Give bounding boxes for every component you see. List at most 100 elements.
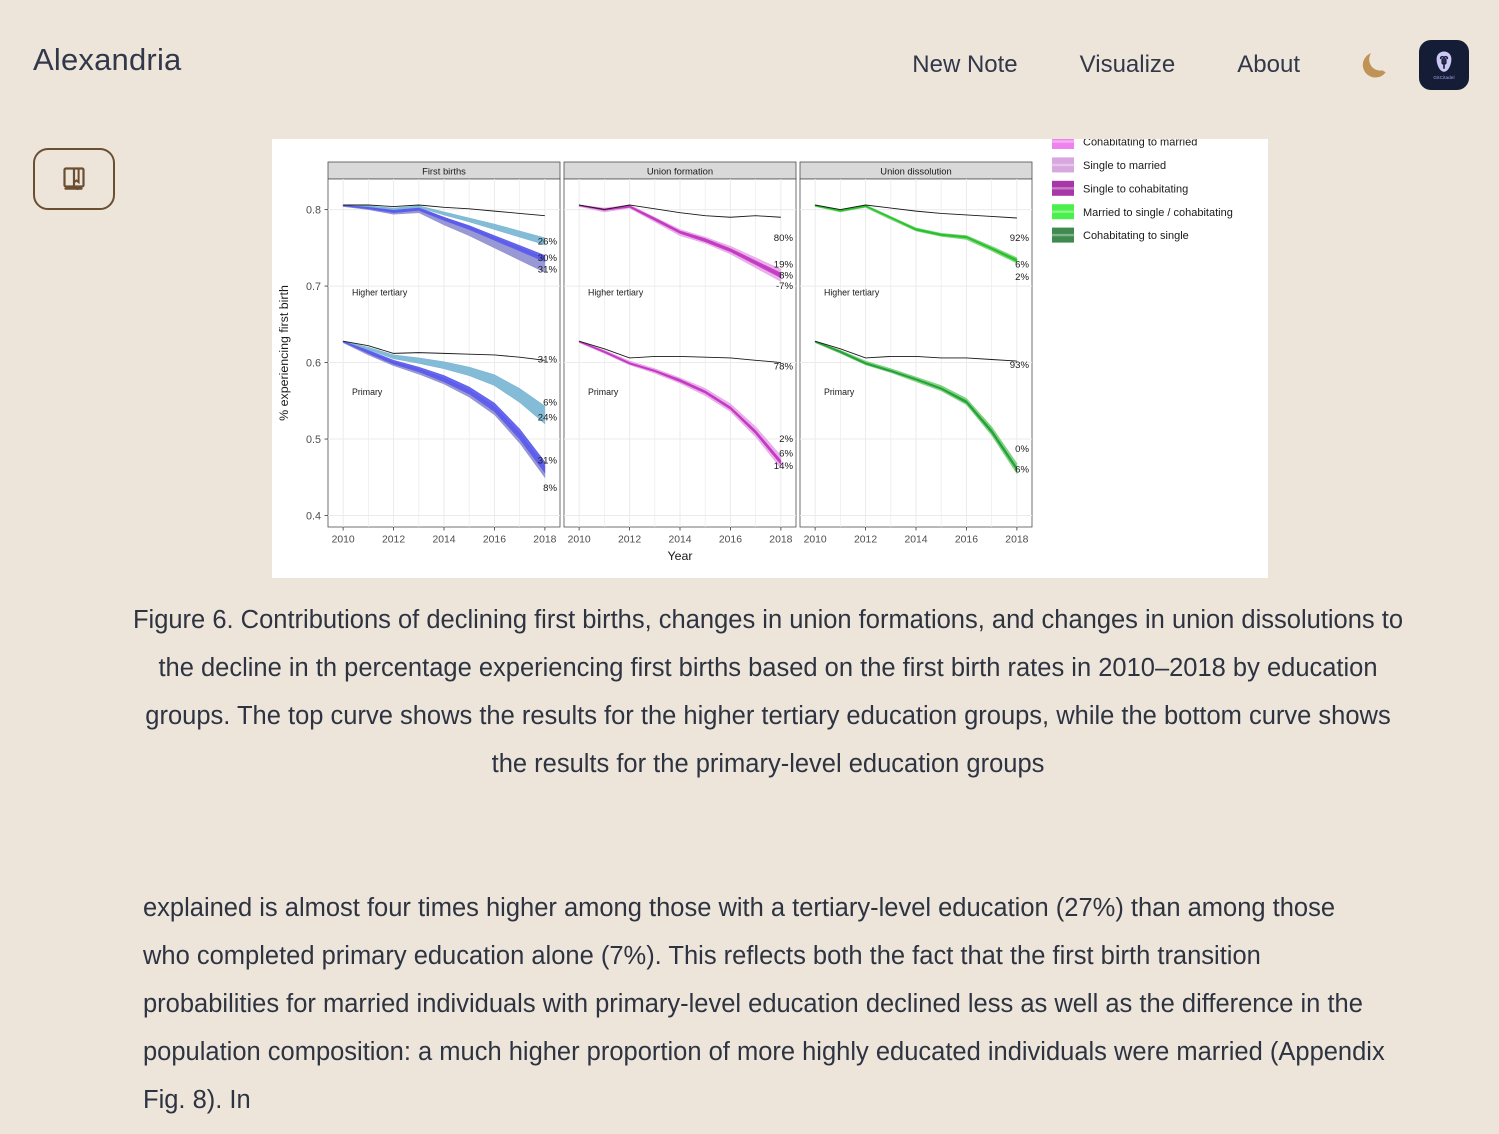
group-label: Higher tertiary: [588, 288, 644, 298]
band-center-line: [578, 340, 782, 463]
x-tick-label: 2016: [719, 535, 742, 546]
band-mid: [342, 340, 546, 474]
band-outer: [578, 204, 782, 282]
value-label: 24%: [538, 413, 558, 424]
x-tick-label: 2014: [432, 535, 455, 546]
value-label: 6%: [543, 397, 557, 408]
x-tick-label: 2018: [533, 535, 556, 546]
value-label: 93%: [1010, 360, 1030, 371]
series-primary: Primary 31% 6% 24% 31% 8%: [342, 340, 558, 494]
x-tick-label: 2018: [769, 535, 792, 546]
toggle-reader-sidebar-button[interactable]: [33, 148, 115, 210]
band-outer: [578, 340, 782, 469]
y-tick-label: 0.5: [306, 434, 321, 446]
value-label: 30%: [538, 253, 558, 264]
logo-label: GitCitadel: [1433, 75, 1455, 81]
value-label: 31%: [538, 455, 558, 466]
reference-line: [343, 204, 545, 217]
y-tick-label: 0.4: [306, 510, 321, 522]
theme-toggle-button[interactable]: [1349, 42, 1401, 88]
band-center-line: [814, 204, 1018, 262]
citadel-hood-icon: [1436, 51, 1452, 73]
band-mid: [578, 340, 782, 466]
x-tick-label: 2010: [804, 535, 827, 546]
legend-swatch: [1052, 180, 1074, 196]
nav-new-note[interactable]: New Note: [912, 51, 1018, 78]
x-tick-label: 2012: [382, 535, 405, 546]
x-tick-label: 2016: [955, 535, 978, 546]
group-label: Primary: [352, 387, 383, 397]
band-outer: [814, 204, 1018, 264]
main-nav: New Note Visualize About GitCitadel: [881, 40, 1469, 90]
value-label: 6%: [1015, 260, 1029, 271]
x-tick-label: 2010: [332, 535, 355, 546]
value-label: 92%: [1010, 233, 1030, 244]
value-label: 0%: [1015, 444, 1029, 455]
legend-label: Single to married: [1083, 160, 1166, 172]
value-label: 6%: [779, 449, 793, 460]
group-label: Higher tertiary: [352, 288, 408, 298]
x-tick-label: 2010: [568, 535, 591, 546]
body-paragraph: explained is almost four times higher am…: [143, 894, 1385, 1114]
series-primary: Primary 93% 0% 6%: [814, 340, 1030, 476]
page-title: Alexandria: [33, 42, 182, 77]
reference-line: [578, 340, 781, 364]
value-label: 6%: [1015, 465, 1029, 476]
band-inner: [343, 340, 546, 425]
group-label: Higher tertiary: [824, 288, 880, 298]
value-label: 14%: [774, 461, 794, 472]
legend-swatch: [1052, 157, 1074, 173]
reference-line: [815, 204, 1017, 219]
band-center-line: [343, 204, 546, 260]
svg-text:Union dissolution: Union dissolution: [880, 166, 951, 177]
band-inner: [343, 204, 546, 246]
band-center-line: [579, 204, 782, 276]
group-label: Primary: [588, 387, 619, 397]
value-label: 80%: [774, 233, 794, 244]
svg-text:First births: First births: [422, 166, 466, 177]
chart-legend: Cohabitating to married Single to married…: [1052, 139, 1233, 243]
reference-line: [343, 340, 545, 361]
panel-union-formation: Union formation Higher tertiary 80% 19%8%-7…: [563, 161, 797, 528]
x-axis-title: Year: [667, 549, 692, 563]
x-tick-label: 2014: [904, 535, 927, 546]
value-label: 2%: [1015, 272, 1029, 283]
series-tertiary: Higher tertiary 92% 6%2%: [814, 204, 1030, 298]
x-tick-label: 2012: [618, 535, 641, 546]
value-label: 8%: [543, 483, 557, 494]
moon-icon: [1362, 53, 1386, 78]
gitcitadel-logo[interactable]: GitCitadel: [1419, 40, 1469, 90]
legend-swatch: [1052, 227, 1074, 243]
legend-label: Married to single / cohabitating: [1083, 207, 1233, 219]
band-center-line: [814, 340, 1018, 470]
value-label: 26%: [538, 237, 558, 248]
legend-label: Cohabitating to married: [1083, 139, 1197, 149]
svg-text:Union formation: Union formation: [647, 166, 713, 177]
value-label: 78%: [774, 361, 794, 372]
nav-about[interactable]: About: [1237, 51, 1300, 78]
value-label: 31%: [538, 355, 558, 366]
app-header: Alexandria New Note Visualize About GitC…: [0, 0, 1499, 120]
legend-label: Cohabitating to single: [1083, 230, 1189, 242]
nav-visualize[interactable]: Visualize: [1079, 51, 1176, 78]
x-tick-label: 2012: [854, 535, 877, 546]
value-label: 19%: [774, 260, 794, 271]
value-label: 8%: [779, 270, 793, 281]
value-label: -7%: [776, 281, 794, 292]
x-tick-label: 2018: [1005, 535, 1028, 546]
reference-line: [579, 204, 781, 218]
book-icon: [63, 167, 85, 190]
value-label: 31%: [538, 264, 558, 275]
legend-swatch: [1052, 204, 1074, 220]
figure-caption: Figure 6. Contributions of declining fir…: [132, 606, 1404, 778]
series-tertiary: Higher tertiary 26% 30%31%: [342, 204, 558, 298]
y-axis-title: % experiencing first birth: [277, 285, 291, 421]
figure-6-image: First births Higher tertiary 26% 30% 31% Prim…: [272, 139, 1268, 578]
band-mid: [814, 340, 1018, 472]
y-tick-label: 0.8: [306, 204, 321, 216]
band-center-line: [342, 340, 546, 468]
y-tick-label: 0.6: [306, 357, 321, 369]
